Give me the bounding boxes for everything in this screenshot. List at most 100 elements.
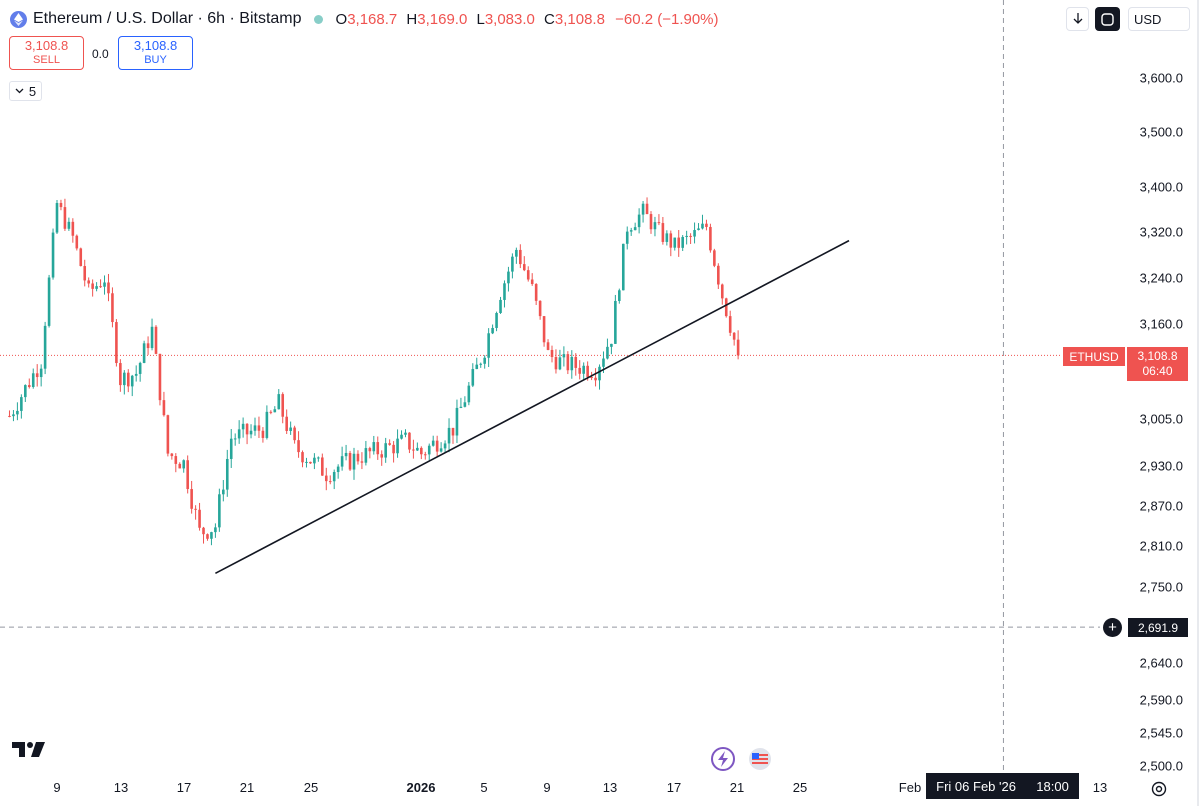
candle-body xyxy=(713,250,716,266)
candle-body xyxy=(24,385,27,398)
candle-body xyxy=(661,223,665,242)
promo-icons[interactable] xyxy=(708,746,776,772)
candle-body xyxy=(736,339,740,356)
candle xyxy=(732,332,736,346)
candle-body xyxy=(610,343,613,347)
candle xyxy=(566,351,570,375)
buy-button[interactable]: 3,108.8 BUY xyxy=(118,36,193,70)
open-key: O xyxy=(335,10,348,28)
candle-body xyxy=(388,443,391,445)
candle-body xyxy=(158,353,162,401)
price-tick-label: 2,640.0 xyxy=(1139,655,1183,671)
time-tick-label: 13 xyxy=(113,780,129,795)
candle-body xyxy=(368,448,372,452)
candle-body xyxy=(534,284,538,301)
candle-body xyxy=(285,416,288,431)
candle-body xyxy=(79,248,83,267)
candle xyxy=(126,369,130,393)
candle xyxy=(467,382,471,406)
candle-body xyxy=(245,423,249,435)
candle xyxy=(59,199,63,211)
open-value: 3,168.7 xyxy=(347,10,398,28)
candle xyxy=(79,247,83,267)
sell-button[interactable]: 3,108.8 SELL xyxy=(9,36,84,70)
candle xyxy=(218,488,221,532)
lightning-icon[interactable] xyxy=(711,747,735,771)
candle xyxy=(142,340,146,364)
candle-body xyxy=(166,415,170,454)
candle-body xyxy=(273,409,277,413)
candle xyxy=(182,459,186,473)
candle xyxy=(677,229,681,257)
trendline[interactable] xyxy=(215,239,850,575)
candle xyxy=(511,253,514,279)
time-tick-label: 25 xyxy=(792,780,808,795)
candle xyxy=(380,450,384,466)
candle-body xyxy=(602,358,605,367)
candle xyxy=(717,263,720,289)
candle-body xyxy=(677,237,681,248)
candle xyxy=(404,429,407,438)
buy-label: BUY xyxy=(144,54,167,66)
candle-body xyxy=(420,447,423,455)
candle xyxy=(475,357,479,370)
time-tick-label: 21 xyxy=(729,780,745,795)
symbol-title[interactable]: Ethereum / U.S. Dollar · 6h · Bitstamp xyxy=(33,10,302,27)
fullscreen-button[interactable] xyxy=(1095,7,1120,31)
candle xyxy=(154,325,158,355)
candle-body xyxy=(427,445,431,455)
candle-body xyxy=(63,207,67,229)
candle-body xyxy=(313,457,316,464)
candle-body xyxy=(376,442,380,455)
candle-body xyxy=(562,354,566,358)
candle-body xyxy=(360,461,364,463)
candle-body xyxy=(491,327,494,334)
add-alert-plus-icon[interactable]: + xyxy=(1103,618,1122,637)
candle xyxy=(519,244,522,269)
candle-body xyxy=(507,271,510,284)
candle xyxy=(174,453,178,473)
settings-gear-icon[interactable] xyxy=(1150,780,1168,798)
candle xyxy=(225,449,229,497)
candle xyxy=(214,523,217,538)
candle-body xyxy=(400,434,403,439)
candle-body xyxy=(669,233,673,248)
time-tick-label: 21 xyxy=(239,780,255,795)
low-key: L xyxy=(476,10,485,28)
candle xyxy=(435,435,439,457)
candle-body xyxy=(142,343,146,363)
candle-body xyxy=(233,438,237,440)
arrow-down-icon xyxy=(1073,13,1082,24)
price-tick-label: 2,930.0 xyxy=(1139,458,1183,474)
candle xyxy=(332,469,336,490)
candle-body xyxy=(119,363,122,386)
candle xyxy=(115,319,118,367)
candle-body xyxy=(35,373,39,378)
candle-body xyxy=(578,367,582,374)
candle xyxy=(463,396,467,408)
candle xyxy=(629,227,633,236)
price-tick-label: 3,500.0 xyxy=(1139,124,1183,140)
candle xyxy=(198,502,201,531)
candle-body xyxy=(154,326,158,354)
candle-body xyxy=(8,415,11,417)
candle xyxy=(51,228,55,280)
candle xyxy=(491,324,494,335)
currency-select[interactable]: USD xyxy=(1128,7,1190,31)
candle-body xyxy=(522,264,526,271)
candle xyxy=(313,453,316,470)
candle-body xyxy=(126,372,130,387)
download-button[interactable] xyxy=(1066,7,1089,31)
candle-body xyxy=(16,410,19,415)
candle-body xyxy=(542,316,546,343)
candle-body xyxy=(546,342,550,350)
candle xyxy=(27,378,31,389)
indicators-toggle[interactable]: 5 xyxy=(9,81,42,101)
candle-body xyxy=(31,373,35,387)
candle xyxy=(20,394,23,419)
candle-body xyxy=(435,440,439,452)
candle-body xyxy=(439,448,443,452)
tradingview-logo-icon[interactable] xyxy=(12,740,46,758)
candle-body xyxy=(99,286,102,288)
